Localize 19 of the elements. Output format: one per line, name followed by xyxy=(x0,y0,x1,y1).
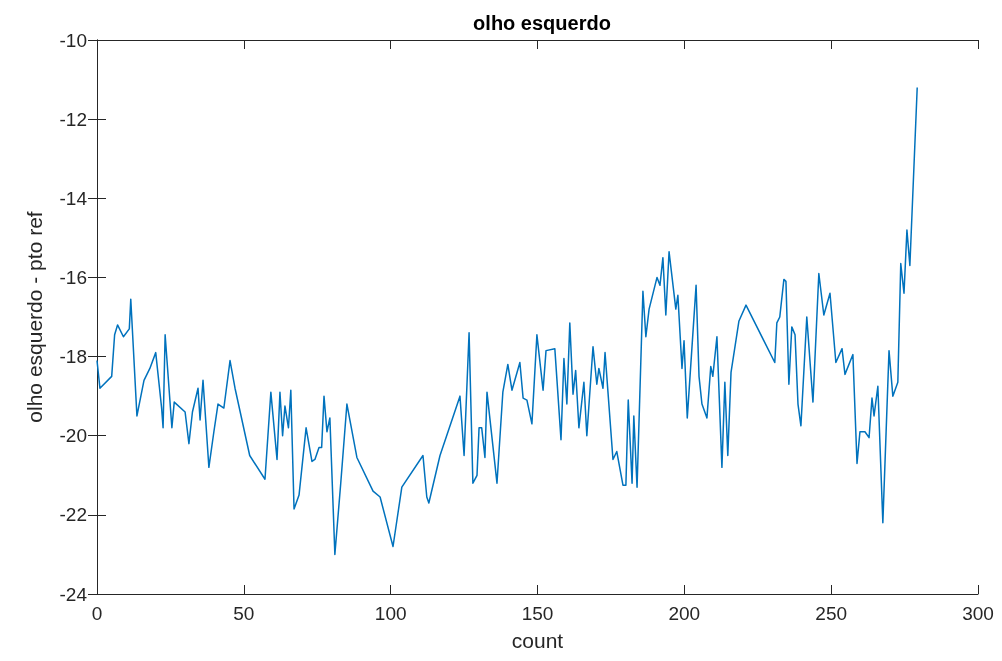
y-tick-label: -12 xyxy=(59,108,87,130)
chart-title: olho esquerdo xyxy=(473,12,611,34)
x-tick-label: 250 xyxy=(815,603,848,624)
y-tick-label: -14 xyxy=(59,187,88,209)
x-tick-label: 0 xyxy=(91,603,103,624)
x-tick-label: 200 xyxy=(668,603,701,624)
line-series xyxy=(96,86,918,556)
x-tick-label: 300 xyxy=(962,603,994,624)
x-tick-label: 50 xyxy=(233,603,255,624)
x-axis-title: count xyxy=(511,629,564,652)
x-tick-label: 150 xyxy=(521,603,554,624)
y-tick-label: -24 xyxy=(59,583,88,605)
y-axis-title: olho esquerdo - pto ref xyxy=(23,211,46,423)
y-tick-label: -18 xyxy=(59,346,87,368)
y-tick-label: -10 xyxy=(59,29,87,51)
y-tick-label: -20 xyxy=(59,425,87,447)
x-tick-label: 100 xyxy=(374,603,407,624)
y-tick-label: -22 xyxy=(59,504,87,526)
y-tick-label: -16 xyxy=(59,266,87,288)
